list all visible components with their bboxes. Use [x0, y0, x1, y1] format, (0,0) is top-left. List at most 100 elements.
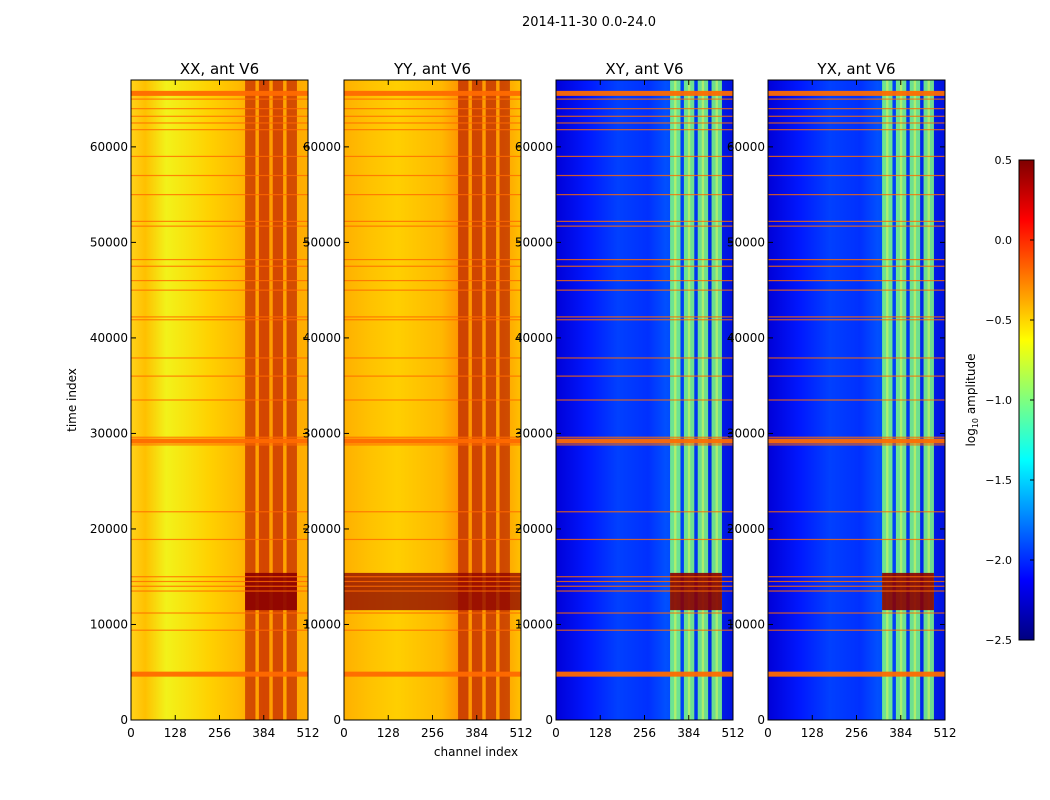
- rfi-row: [344, 511, 521, 513]
- rfi-row: [768, 629, 945, 631]
- rfi-row: [344, 90, 521, 96]
- x-tick-label: 256: [633, 726, 656, 740]
- y-tick-label: 30000: [515, 426, 553, 440]
- rfi-row: [556, 265, 733, 267]
- rfi-row: [768, 357, 945, 359]
- colorbar-tick-label: 0.5: [995, 154, 1013, 167]
- rfi-row: [556, 438, 733, 444]
- y-tick-label: 20000: [90, 522, 128, 536]
- rfi-row: [131, 511, 308, 513]
- rfi-row: [768, 576, 945, 578]
- rfi-row: [131, 155, 308, 158]
- rfi-row: [556, 90, 733, 96]
- x-tick-label: 0: [340, 726, 348, 740]
- rfi-row: [131, 279, 308, 282]
- rfi-row: [768, 538, 945, 541]
- rfi-row: [556, 436, 733, 438]
- rfi-row: [131, 258, 308, 261]
- rfi-row: [556, 580, 733, 583]
- colorbar-label: log10 amplitude: [964, 354, 980, 447]
- rfi-row: [768, 511, 945, 513]
- rfi-row: [131, 115, 308, 117]
- x-tick-label: 0: [764, 726, 772, 740]
- rfi-row: [556, 629, 733, 631]
- rfi-row: [768, 194, 945, 196]
- x-tick-label: 256: [421, 726, 444, 740]
- y-tick-label: 30000: [303, 426, 341, 440]
- colorbar: log10 amplitude 0.5 0.0 −0.5 −1.0 −1.5 −2.0 −2…: [964, 154, 1035, 647]
- rfi-row: [768, 279, 945, 282]
- y-tick-label: 40000: [515, 331, 553, 345]
- colorbar-label-sub: 10: [971, 418, 980, 428]
- rfi-row: [768, 580, 945, 583]
- rfi-row: [556, 399, 733, 401]
- y-tick-label: 20000: [727, 522, 765, 536]
- y-tick-label: 0: [120, 713, 128, 727]
- rfi-row: [768, 98, 945, 100]
- rfi-row: [556, 258, 733, 261]
- rfi-row: [556, 319, 733, 321]
- y-tick-label: 60000: [303, 140, 341, 154]
- rfi-row: [556, 108, 733, 110]
- rfi-row: [131, 580, 308, 583]
- y-tick-label: 10000: [303, 617, 341, 631]
- rfi-row: [556, 357, 733, 359]
- x-axis-label: channel index: [434, 745, 518, 759]
- rfi-row: [344, 98, 521, 100]
- rfi-row: [768, 220, 945, 222]
- rfi-row: [344, 671, 521, 677]
- heatmap-panel: YY, ant V6 0 128 256 384 512 0 10000 20000 30000 4…: [303, 60, 533, 740]
- rfi-row: [131, 194, 308, 196]
- rfi-row: [768, 174, 945, 177]
- rfi-row: [131, 444, 308, 446]
- panel-title: YX, ant V6: [816, 60, 895, 78]
- colorbar-label-tail: amplitude: [964, 354, 978, 418]
- panels-group: XX, ant V6 0 128 256 384 512 0 10000 20000 30000 4…: [90, 60, 957, 740]
- y-tick-label: 60000: [90, 140, 128, 154]
- y-tick-label: 40000: [303, 331, 341, 345]
- y-tick-label: 20000: [515, 522, 553, 536]
- rfi-row: [768, 399, 945, 401]
- colorbar-tick-label: −2.5: [985, 634, 1012, 647]
- rfi-row: [344, 438, 521, 444]
- rfi-row: [768, 258, 945, 261]
- rfi-row: [556, 576, 733, 578]
- figure-suptitle: 2014-11-30 0.0-24.0: [522, 15, 656, 30]
- rfi-row: [556, 375, 733, 377]
- rfi-row: [768, 316, 945, 318]
- x-tick-label: 128: [801, 726, 824, 740]
- rfi-row: [556, 612, 733, 614]
- rfi-row: [768, 122, 945, 124]
- y-tick-label: 50000: [303, 235, 341, 249]
- rfi-row: [131, 289, 308, 291]
- colorbar-tick-label: 0.0: [995, 234, 1013, 247]
- rfi-row: [131, 316, 308, 318]
- y-tick-label: 0: [333, 713, 341, 727]
- rfi-row: [344, 220, 521, 222]
- rfi-row: [344, 194, 521, 196]
- rfi-row: [131, 436, 308, 438]
- rfi-row: [556, 115, 733, 117]
- y-axis-label: time index: [65, 368, 79, 432]
- rfi-row: [556, 122, 733, 124]
- rfi-row: [768, 585, 945, 587]
- x-tick-label: 256: [845, 726, 868, 740]
- rfi-row: [344, 108, 521, 110]
- rfi-row: [131, 108, 308, 110]
- rfi-row: [344, 576, 521, 578]
- rfi-row: [344, 279, 521, 282]
- rfi-row: [556, 225, 733, 227]
- rfi-row: [344, 612, 521, 614]
- x-tick-label: 512: [934, 726, 957, 740]
- panel-title: XY, ant V6: [605, 60, 683, 78]
- rfi-row: [344, 585, 521, 587]
- rfi-row: [131, 438, 308, 444]
- colorbar-label-main: log: [964, 428, 978, 446]
- y-tick-label: 10000: [515, 617, 553, 631]
- y-tick-label: 50000: [727, 235, 765, 249]
- rfi-row: [768, 671, 945, 677]
- rfi-row: [556, 444, 733, 446]
- y-tick-label: 40000: [727, 331, 765, 345]
- y-tick-label: 50000: [90, 235, 128, 249]
- rfi-row: [556, 671, 733, 677]
